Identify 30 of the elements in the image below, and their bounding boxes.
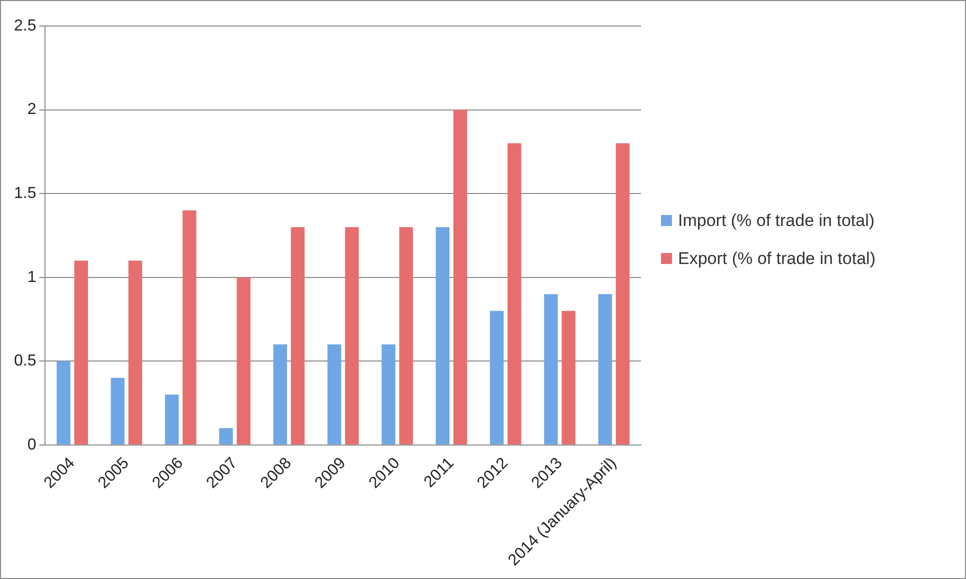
- y-tick-label: 1: [27, 268, 36, 286]
- bar: [56, 361, 70, 444]
- legend-label: Export (% of trade in total): [678, 249, 876, 269]
- bar: [219, 428, 233, 444]
- y-tick-label: 2: [27, 101, 36, 118]
- y-tick-label: 1.5: [14, 184, 36, 202]
- bar: [273, 344, 288, 444]
- bar: [164, 394, 179, 444]
- bar: [508, 143, 522, 444]
- bar: [128, 260, 142, 444]
- y-tick-label: 0: [27, 436, 36, 454]
- bar: [182, 210, 196, 444]
- bar: [290, 227, 305, 444]
- bar: [74, 260, 88, 444]
- bar: [598, 294, 612, 444]
- bar: [616, 143, 630, 444]
- bar: [453, 110, 468, 444]
- y-tick-label: 2.5: [14, 17, 36, 34]
- bar: [436, 227, 450, 444]
- bar: [236, 277, 250, 444]
- bar: [544, 294, 558, 444]
- bar: [382, 344, 396, 444]
- legend-label: Import (% of trade in total): [678, 211, 875, 231]
- bar: [110, 378, 125, 444]
- bar: [345, 227, 359, 444]
- bar: [562, 310, 576, 444]
- bar: [490, 310, 504, 444]
- y-tick-label: 0.5: [14, 352, 36, 370]
- bar: [399, 227, 413, 444]
- bar: [327, 344, 342, 444]
